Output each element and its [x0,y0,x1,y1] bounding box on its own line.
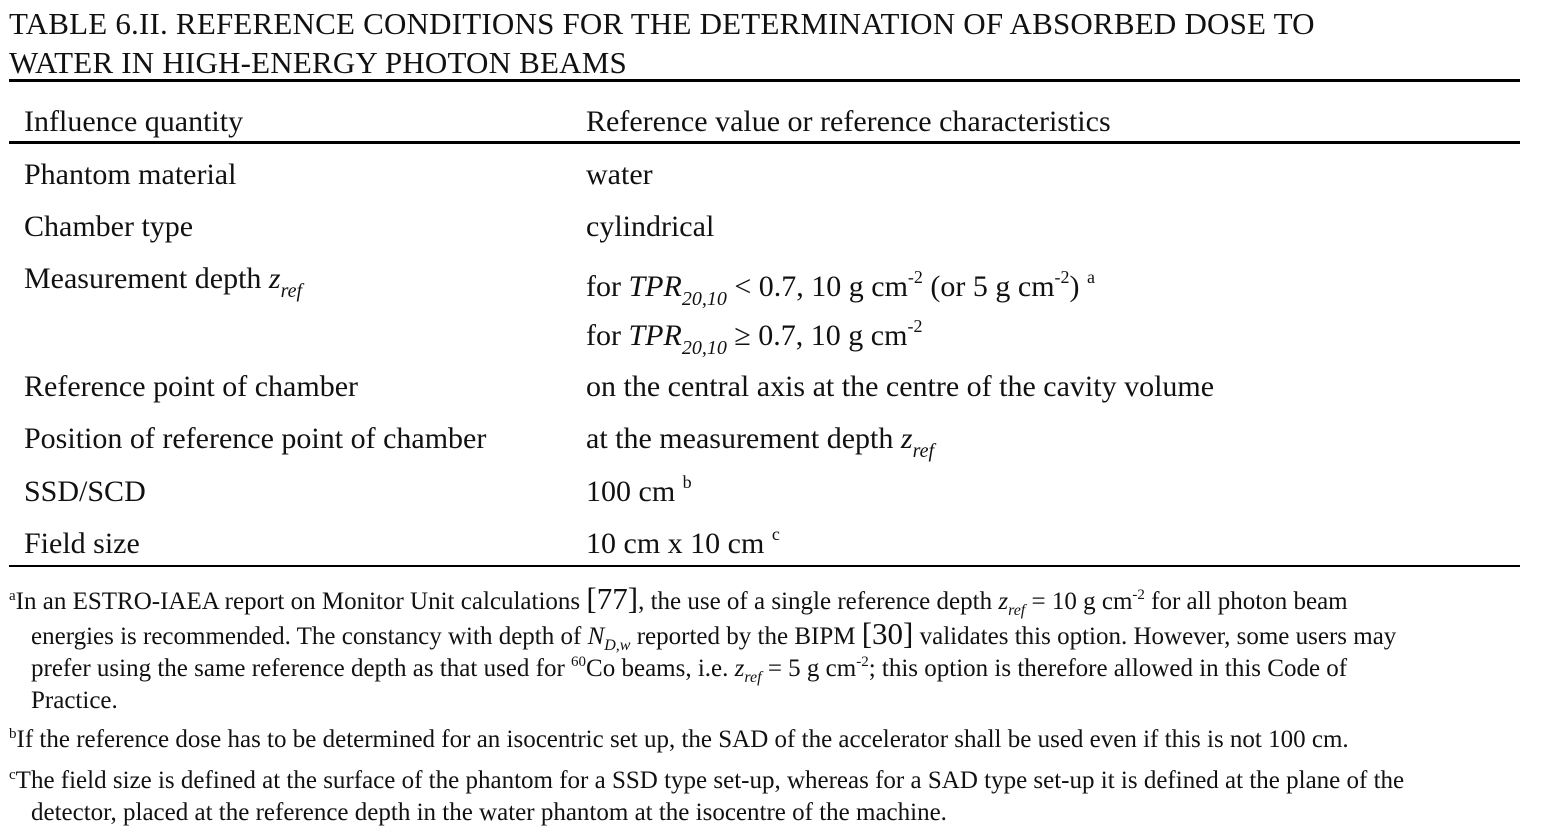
header-rule [9,141,1520,144]
row-label-position-reference-point: Position of reference point of chamber [24,422,487,455]
table-bottom-rule [9,565,1520,567]
row-label-chamber-type: Chamber type [24,210,194,243]
footnote-a-line-4: Practice. [31,687,118,714]
exponent: -2 [1132,587,1145,603]
z-symbol: z [268,262,281,295]
condition-text: < 0.7, 10 g cm [726,270,908,303]
measurement-depth-label-text: Measurement depth [24,262,269,295]
footnote-c-line-1: cThe field size is defined at the surfac… [9,765,1529,797]
footnote-text: Co beams, i.e. [586,655,735,682]
exponent: -2 [1054,267,1070,287]
row-value-chamber-type: cylindrical [586,210,715,243]
footnote-text: for all photon beam [1144,588,1348,615]
footnote-text: In an ESTRO-IAEA report on Monitor Unit … [15,588,587,615]
footnote-text: The field size is defined at the surface… [15,767,1405,794]
text-for: for [586,319,629,352]
row-label-field-size: Field size [24,527,140,560]
table-top-rule [9,79,1520,82]
ref-subscript: ref [744,669,762,686]
caption-line-2: WATER IN HIGH-ENERGY PHOTON BEAMS [9,45,627,80]
footnote-c-mark: c [9,767,16,783]
footnote-b: bIf the reference dose has to be determi… [9,724,1529,756]
footnote-text: reported by the BIPM [630,623,862,650]
row-value-ssd-scd: 100 cm b [586,472,692,510]
footnote-a-mark: a [9,588,16,604]
column-header-reference-value: Reference value or reference characteris… [586,105,1111,138]
footnote-marker-c: c [771,524,780,544]
row-label-ssd-scd: SSD/SCD [24,475,146,508]
ref-subscript: ref [280,280,303,302]
row-label-phantom-material: Phantom material [24,158,237,191]
footnote-c-line-2: detector, placed at the reference depth … [31,799,947,826]
row-value-measurement-depth-line-1: for TPR20,10 < 0.7, 10 g cm-2 (or 5 g cm… [586,267,1096,309]
ssd-value: 100 cm [586,475,676,508]
alt-depth-text: (or 5 g cm [922,270,1055,303]
column-header-influence-quantity: Influence quantity [24,105,244,138]
footnote-b-mark: b [9,726,17,742]
footnote-marker-a: a [1087,267,1096,287]
ref-subscript: ref [1008,602,1026,619]
row-label-reference-point: Reference point of chamber [24,370,358,403]
ref-subscript: ref [912,440,935,462]
field-size-value: 10 cm x 10 cm [586,527,765,560]
footnote-text: validates this option. However, some use… [913,623,1397,650]
footnote-a-line-3: prefer using the same reference depth as… [9,653,1529,686]
row-value-field-size: 10 cm x 10 cm c [586,524,780,562]
tpr-subscript: 20,10 [681,337,727,359]
footnote-text: = 10 g cm [1025,588,1133,615]
text-for: for [586,270,629,303]
z-symbol: z [734,655,745,682]
dw-subscript: D,w [604,637,631,654]
close-paren: ) [1069,270,1080,303]
z-symbol: z [900,422,913,455]
footnote-text: If the reference dose has to be determin… [16,726,1349,753]
row-value-position-reference-point: at the measurement depth zref [586,421,934,461]
z-symbol: z [998,588,1009,615]
n-symbol: N [587,623,605,650]
row-value-phantom-material: water [586,158,653,191]
position-value-text: at the measurement depth [586,422,901,455]
footnote-text: energies is recommended. The constancy w… [31,623,588,650]
citation: [30] [861,616,914,651]
footnote-a-line-2: energies is recommended. The constancy w… [9,616,1529,654]
footnote-c: cThe field size is defined at the surfac… [9,765,1529,829]
caption-line-1: TABLE 6.II. REFERENCE CONDITIONS FOR THE… [9,6,1315,41]
footnote-a: aIn an ESTRO-IAEA report on Monitor Unit… [9,583,1529,717]
footnote-text: = 5 g cm [761,655,857,682]
footnote-text: prefer using the same reference depth as… [31,655,572,682]
footnote-text: , the use of a single reference depth [638,588,999,615]
row-value-reference-point: on the central axis at the centre of the… [586,370,1215,403]
row-value-measurement-depth-line-2: for TPR20,10 ≥ 0.7, 10 g cm-2 [586,316,923,358]
table-caption: TABLE 6.II. REFERENCE CONDITIONS FOR THE… [9,4,1529,82]
isotope-superscript: 60 [571,654,587,670]
tpr-symbol: TPR [628,319,682,352]
condition-text: ≥ 0.7, 10 g cm [726,319,908,352]
footnote-b-line-1: bIf the reference dose has to be determi… [9,724,1529,756]
tpr-symbol: TPR [628,270,682,303]
footnote-text: ; this option is therefore allowed in th… [868,655,1348,682]
footnote-a-line-1: aIn an ESTRO-IAEA report on Monitor Unit… [9,581,1529,619]
exponent: -2 [907,316,923,336]
footnote-marker-b: b [682,472,692,492]
exponent: -2 [907,267,923,287]
tpr-subscript: 20,10 [681,288,727,310]
citation: [77] [586,581,639,616]
row-label-measurement-depth: Measurement depth zref [24,261,302,301]
exponent: -2 [856,654,869,670]
